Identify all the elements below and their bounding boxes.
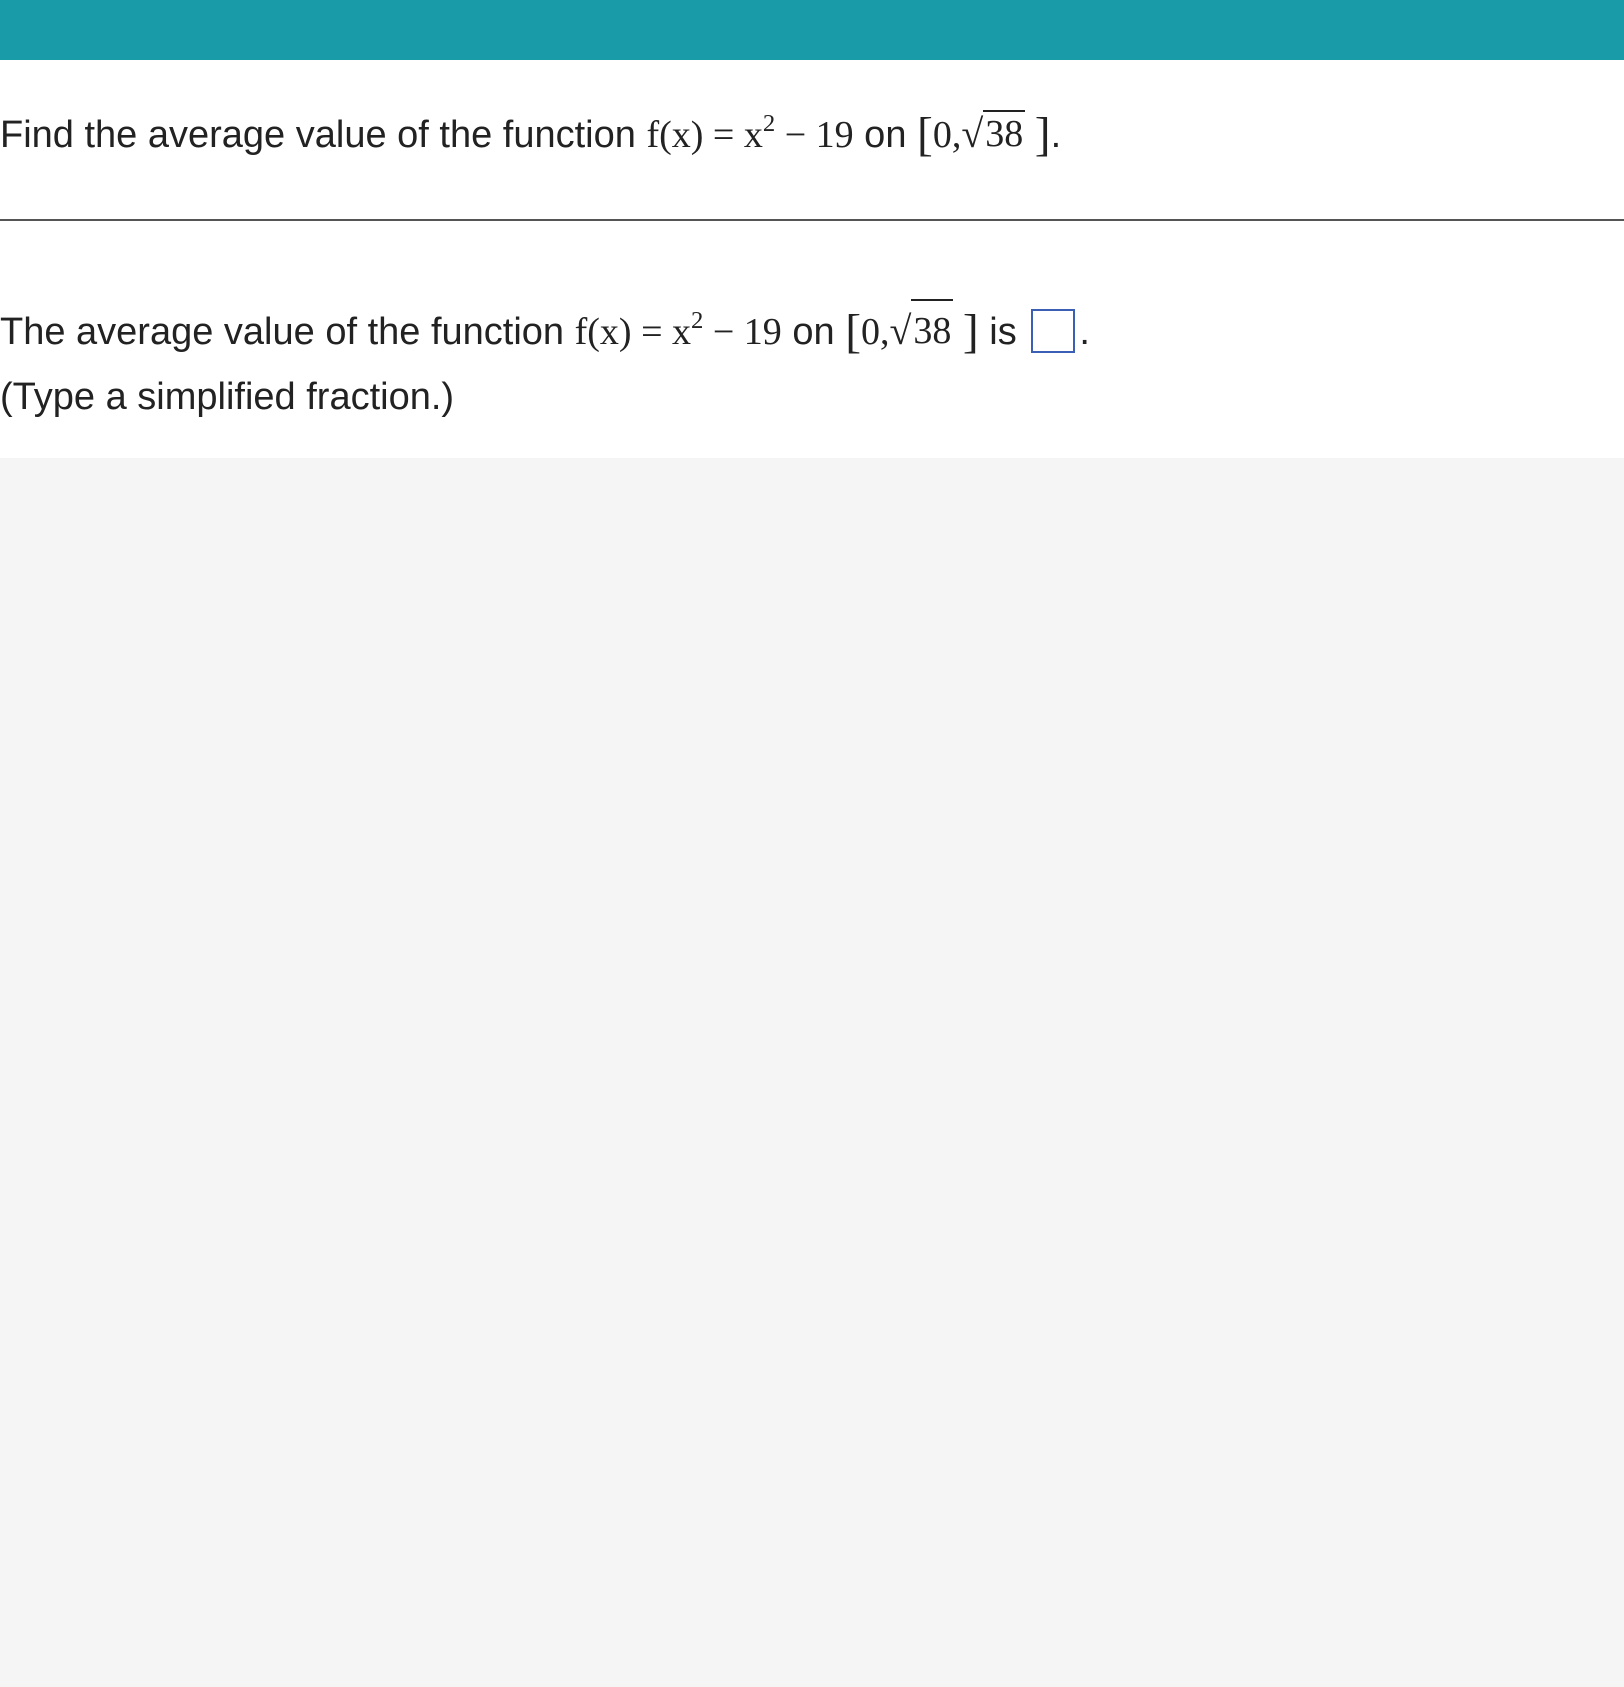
function-name: f(x): [646, 114, 703, 156]
answer-bracket-open: [: [845, 306, 861, 358]
exponent: 2: [763, 110, 775, 137]
function-rest: − 19: [775, 114, 853, 156]
header-bar: [0, 0, 1624, 60]
interval-a: 0,: [933, 114, 962, 156]
answer-function-rest: − 19: [703, 311, 781, 353]
hint-text: (Type a simplified fraction.): [0, 367, 1604, 428]
bracket-close: ]: [1035, 109, 1051, 161]
answer-line: The average value of the function f(x) =…: [0, 311, 1090, 353]
period: .: [1051, 114, 1062, 156]
answer-interval-a: 0,: [861, 311, 890, 353]
answer-prefix: The average value of the function: [0, 311, 575, 353]
on-text: on: [854, 114, 917, 156]
answer-section: The average value of the function f(x) =…: [0, 221, 1624, 458]
answer-sqrt-symbol: √: [890, 308, 912, 353]
answer-input-box[interactable]: [1031, 309, 1075, 353]
answer-equals: =: [632, 311, 672, 353]
function-expression: f(x) = x2 − 19: [646, 114, 853, 156]
answer-period: .: [1079, 311, 1090, 353]
content-area: Find the average value of the function f…: [0, 60, 1624, 458]
answer-variable-x: x: [672, 311, 691, 353]
variable-x: x: [744, 114, 763, 156]
bracket-open: [: [917, 109, 933, 161]
equals-sign: =: [703, 114, 743, 156]
sqrt-symbol: √: [961, 111, 983, 156]
sqrt-expression: √38: [961, 110, 1025, 157]
answer-function-expression: f(x) = x2 − 19: [575, 311, 782, 353]
answer-exponent: 2: [691, 307, 703, 334]
answer-function-name: f(x): [575, 311, 632, 353]
is-text: is: [979, 311, 1028, 353]
question-section: Find the average value of the function f…: [0, 60, 1624, 221]
answer-sqrt-expression: √38: [890, 299, 954, 363]
answer-sqrt-arg: 38: [911, 299, 953, 362]
answer-on-text: on: [782, 311, 845, 353]
answer-interval-expression: [0,√38 ]: [845, 311, 979, 353]
question-prefix: Find the average value of the function: [0, 114, 646, 156]
answer-bracket-close: ]: [963, 306, 979, 358]
sqrt-arg: 38: [983, 110, 1025, 156]
interval-expression: [0,√38 ]: [917, 114, 1051, 156]
